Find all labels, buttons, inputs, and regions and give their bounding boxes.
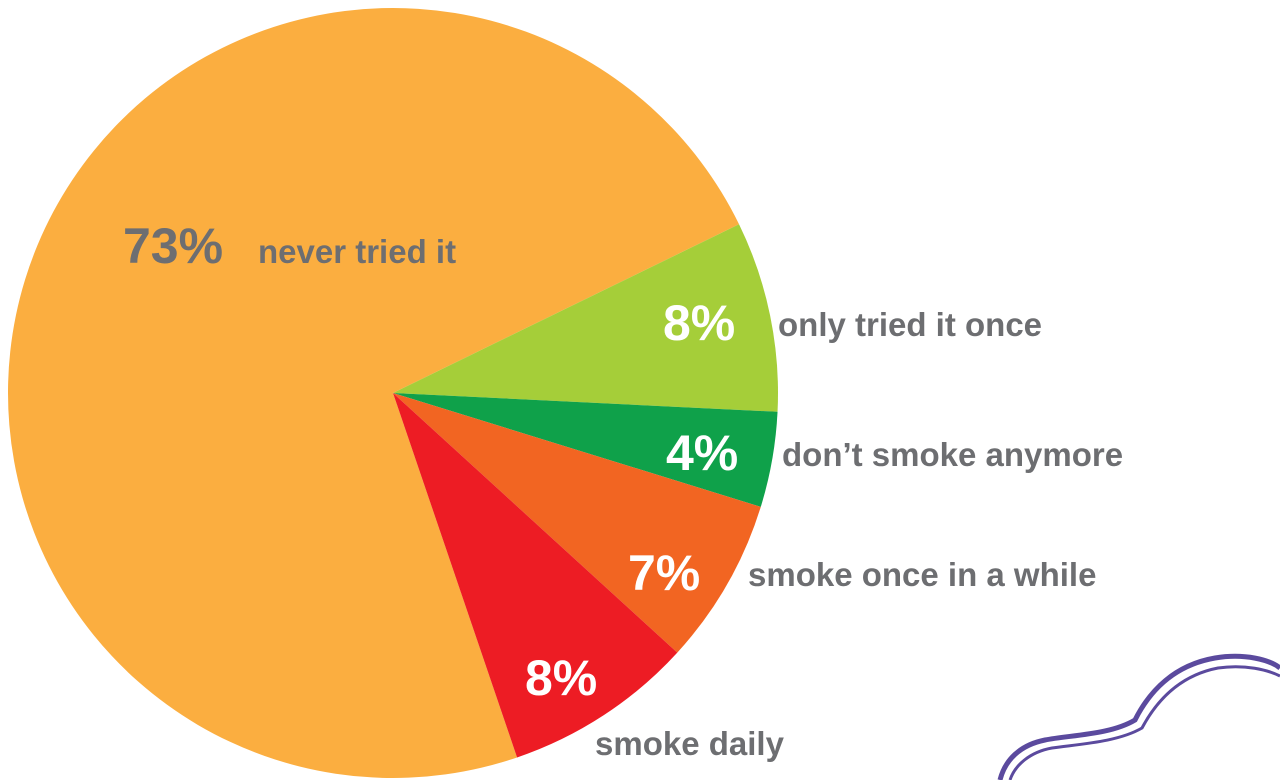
pie-slice xyxy=(393,393,761,653)
percent-label: 8% xyxy=(663,295,735,351)
pie-slice xyxy=(393,393,678,758)
percent-label: 73% xyxy=(123,218,223,274)
category-label: only tried it once xyxy=(778,306,1042,343)
pie-slice xyxy=(393,393,778,507)
pie-slice xyxy=(393,224,778,412)
pie-slice xyxy=(7,8,740,779)
percent-label: 7% xyxy=(628,545,700,601)
percent-label: 4% xyxy=(666,425,738,481)
percent-label: 8% xyxy=(525,650,597,706)
category-label: smoke daily xyxy=(595,725,785,762)
category-label: smoke once in a while xyxy=(748,556,1096,593)
cloud-decoration xyxy=(997,653,1280,780)
category-label: don’t smoke anymore xyxy=(782,436,1123,473)
category-label: never tried it xyxy=(258,233,456,270)
